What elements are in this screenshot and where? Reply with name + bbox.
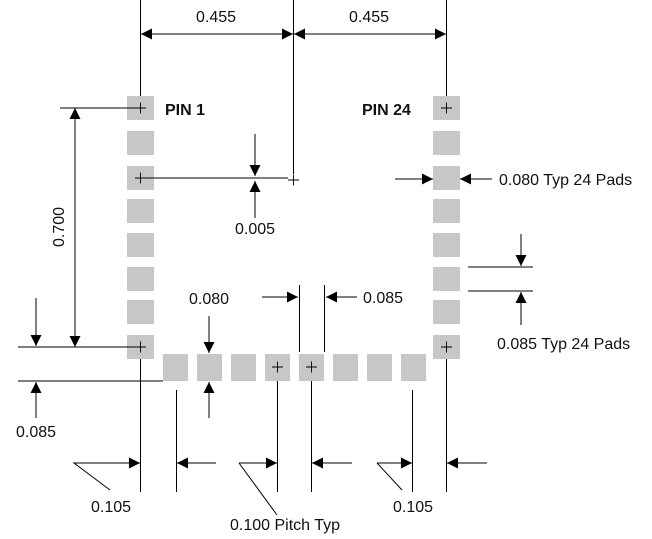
dimension-arrows	[30, 28, 527, 469]
pad	[231, 354, 256, 381]
leader-lines	[72, 462, 403, 516]
pad	[433, 199, 460, 223]
pad	[401, 354, 426, 381]
center-marks	[135, 102, 452, 373]
pad-center-mark	[441, 102, 452, 114]
package-center-mark	[288, 174, 299, 186]
label-left-edge-dim: 0.105	[91, 499, 131, 516]
label-pitch-note: 0.100 Pitch Typ	[230, 517, 340, 534]
label-offset-dim: 0.005	[235, 221, 275, 238]
pad	[127, 300, 154, 324]
pad	[433, 267, 460, 291]
left-pad-column	[127, 96, 154, 359]
pad	[163, 354, 188, 381]
pad-center-mark	[135, 341, 146, 353]
leader-pitch	[238, 462, 278, 516]
label-vertical-dim: 0.700	[51, 207, 68, 247]
extension-lines	[18, 0, 533, 492]
pad	[127, 233, 154, 257]
leader-left-edge	[72, 462, 111, 491]
label-pin1: PIN 1	[165, 102, 205, 119]
pad	[127, 199, 154, 223]
label-pad-height-dim: 0.080	[189, 291, 229, 308]
label-top-left-dim: 0.455	[196, 9, 236, 26]
leader-right-edge	[376, 462, 403, 491]
label-pad-width-note: 0.080 Typ 24 Pads	[499, 172, 632, 189]
label-pad-length-note: 0.085 Typ 24 Pads	[497, 336, 630, 353]
right-pad-column	[433, 96, 460, 359]
pad-center-mark	[135, 172, 146, 184]
label-top-right-dim: 0.455	[349, 9, 389, 26]
label-gap-dim: 0.085	[363, 290, 403, 307]
pad	[127, 131, 154, 155]
pad	[433, 131, 460, 155]
pad	[433, 166, 460, 190]
label-right-edge-dim: 0.105	[393, 499, 433, 516]
pad	[433, 233, 460, 257]
pad-center-mark	[272, 361, 283, 373]
pad-center-mark	[441, 341, 452, 353]
dimension-labels: 0.455 0.455 PIN 1 PIN 24 0.700 0.005 0.0…	[16, 9, 632, 534]
pad	[333, 354, 358, 381]
pad	[367, 354, 392, 381]
pad	[127, 267, 154, 291]
pad	[433, 300, 460, 324]
pad-center-mark	[135, 102, 146, 114]
pad-center-mark	[306, 361, 317, 373]
label-left-bottom-dim: 0.085	[16, 424, 56, 441]
bottom-pad-row	[163, 354, 426, 381]
pad	[197, 354, 222, 381]
label-pin24: PIN 24	[362, 102, 411, 119]
